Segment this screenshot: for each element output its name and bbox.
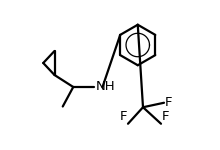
Text: F: F: [165, 96, 173, 109]
Text: F: F: [162, 110, 169, 123]
Text: NH: NH: [95, 81, 115, 93]
Text: F: F: [120, 110, 127, 123]
